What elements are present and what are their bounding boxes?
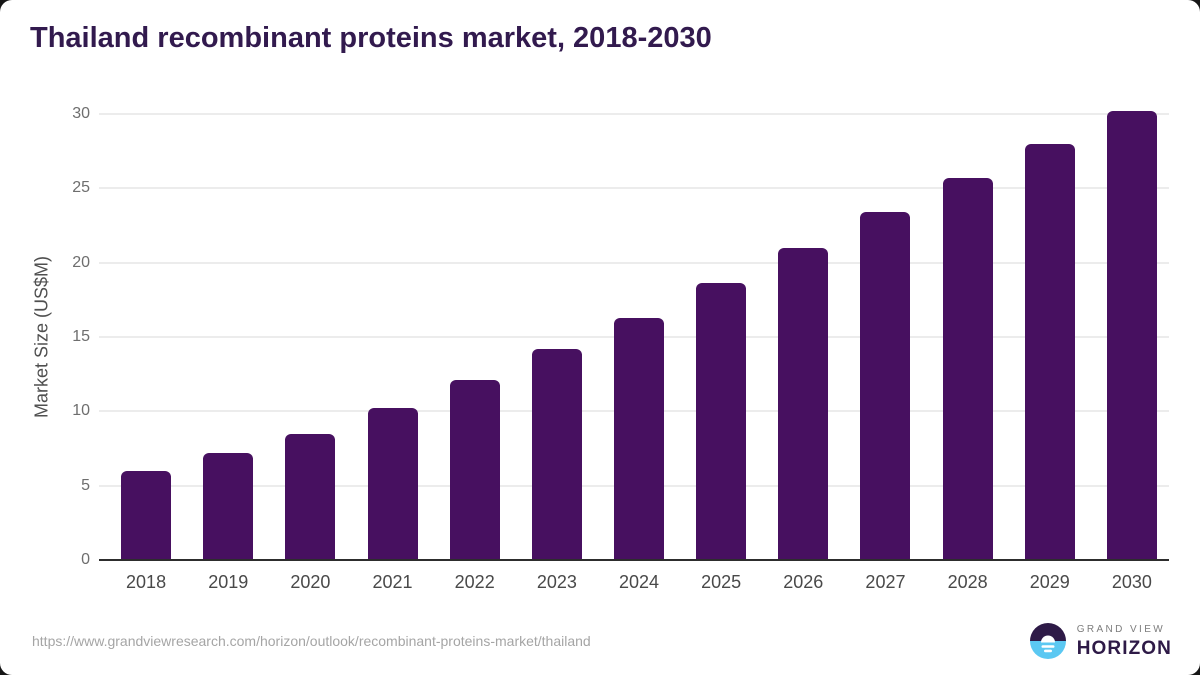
bar-2021 (367, 408, 418, 560)
x-tick-2022: 2022 (454, 572, 495, 592)
y-tick-0: 0 (81, 551, 90, 568)
x-tick-2021: 2021 (372, 572, 413, 592)
x-tick-2020: 2020 (290, 572, 331, 592)
bar-2019 (203, 452, 254, 560)
bar-2026 (778, 247, 829, 560)
bar-2024 (614, 317, 664, 560)
chart-title: Thailand recombinant proteins market, 20… (30, 22, 712, 54)
brand-logo: GRAND VIEW HORIZON (1029, 622, 1172, 660)
bar-2022 (449, 380, 500, 560)
bar-2020 (285, 433, 336, 560)
x-tick-2030: 2030 (1111, 572, 1152, 592)
bar-2029 (1024, 143, 1075, 560)
x-tick-2029: 2029 (1029, 572, 1070, 592)
brand-name-top: GRAND VIEW (1076, 623, 1166, 635)
y-tick-5: 5 (81, 476, 90, 494)
gridline-20 (99, 261, 1169, 264)
y-tick-30: 30 (72, 105, 90, 122)
bar-2030 (1106, 111, 1157, 560)
horizon-logo-icon (1029, 622, 1067, 660)
bar-2018 (121, 470, 172, 560)
x-tick-2024: 2024 (618, 572, 660, 592)
gridline-30 (99, 113, 1169, 115)
bar-2025 (696, 283, 747, 560)
brand-wordmark: GRAND VIEW HORIZON (1077, 624, 1172, 659)
y-tick-25: 25 (72, 179, 90, 197)
bar-2027 (860, 212, 911, 560)
plot-area: 0 5 10 15 20 25 30 2018 2019 2020 2021 2022 2023 2024… (72, 105, 1173, 592)
footer: https://www.grandviewresearch.com/horizo… (32, 616, 1172, 666)
x-tick-2019: 2019 (208, 572, 249, 592)
x-tick-2023: 2023 (536, 572, 577, 592)
x-tick-2018: 2018 (126, 572, 167, 592)
y-tick-15: 15 (72, 328, 90, 345)
bar-2023 (531, 348, 582, 560)
x-tick-2026: 2026 (783, 572, 824, 592)
y-tick-20: 20 (72, 253, 90, 271)
brand-name-bottom: HORIZON (1076, 637, 1172, 659)
x-tick-2027: 2027 (865, 572, 906, 592)
x-tick-2028: 2028 (947, 572, 988, 592)
x-tick-2025: 2025 (701, 572, 742, 592)
y-tick-10: 10 (72, 402, 90, 420)
bar-2028 (942, 177, 993, 560)
source-url: https://www.grandviewresearch.com/horizo… (32, 633, 591, 649)
gridline-25 (99, 187, 1169, 190)
